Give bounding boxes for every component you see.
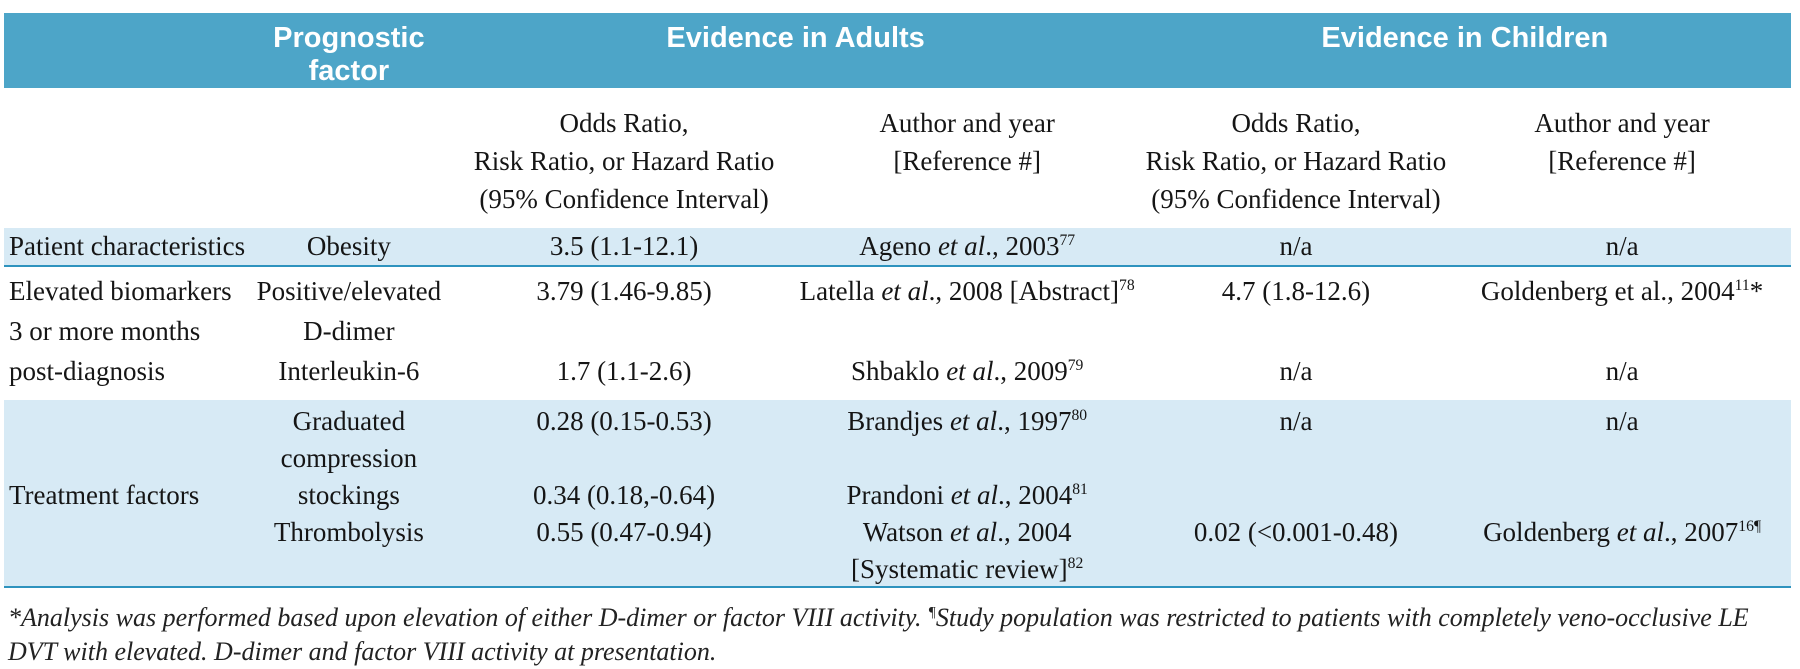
subheader-empty-cell [4,104,245,228]
header-empty-cell [4,22,245,88]
author-adults-cell: Latella et al., 2008 [Abstract]78 [799,276,1135,306]
factor-cell: Thrombolysis [273,517,424,547]
author-children-cell: n/a [1605,406,1639,436]
row-patient-characteristics: Patient characteristics Obesity 3.5 (1.1… [4,228,1791,267]
table-line: post-diagnosis Interleukin-6 1.7 (1.1-2.… [4,351,1791,391]
author-heading-line: [Reference #] [893,146,1041,176]
empty-cell [1453,477,1791,514]
table-line: Graduated 0.28 (0.15-0.53) Brandjes et a… [4,403,1791,440]
or-children-cell: 4.7 (1.8-12.6) [1221,276,1371,306]
author-children-cell: n/a [1605,356,1639,386]
row-treatment-factors: Graduated 0.28 (0.15-0.53) Brandjes et a… [4,400,1791,588]
author-children-cell: Goldenberg et al., 200716¶ [1483,517,1762,547]
or-adults-cell: 0.34 (0.18,-0.64) [532,480,716,510]
empty-cell [453,440,796,477]
empty-cell [4,514,245,551]
or-children-cell: 0.02 (<0.001-0.48) [1193,517,1399,547]
ratio-heading-line: Risk Ratio, or Hazard Ratio [1145,146,1447,176]
factor-cell: compression [280,443,418,473]
table-line: Treatment factors stockings 0.34 (0.18,-… [4,477,1791,514]
table-header-band: Prognostic factor Evidence in Adults Evi… [4,13,1791,88]
author-adults-cell: Watson et al., 2004 [862,517,1072,547]
factor-cell: stockings [297,480,400,510]
empty-cell [1139,440,1454,477]
header-evidence-children: Evidence in Children [1321,22,1609,54]
header-prognostic-line2: factor [308,55,390,87]
empty-cell [796,311,1139,351]
column-subheader-band: Odds Ratio, Risk Ratio, or Hazard Ratio … [4,88,1791,228]
prognostic-factors-table: Prognostic factor Evidence in Adults Evi… [4,13,1791,588]
empty-cell [1453,311,1791,351]
subheader-author-children: Author and year [Reference #] [1453,104,1791,228]
empty-cell [4,440,245,477]
table-line: Thrombolysis 0.55 (0.47-0.94) Watson et … [4,514,1791,551]
ratio-heading-line: Odds Ratio, [559,108,689,138]
ratio-heading-line: (95% Confidence Interval) [1151,184,1441,214]
author-adults-cell: Brandjes et al., 199780 [847,406,1088,436]
header-evidence-adults: Evidence in Adults [666,22,925,54]
row-elevated-biomarkers: Elevated biomarkers Positive/elevated 3.… [4,267,1791,400]
row-group-label: 3 or more months [9,316,201,346]
header-prognostic-line1: Prognostic [273,22,425,54]
factor-cell: Obesity [306,231,391,261]
factor-cell: Graduated [292,406,406,436]
factor-cell: Interleukin-6 [278,356,420,386]
empty-cell [796,440,1139,477]
empty-cell [4,403,245,440]
or-adults-cell: 3.79 (1.46-9.85) [536,276,712,306]
subheader-ratio-adults: Odds Ratio, Risk Ratio, or Hazard Ratio … [453,104,796,228]
or-children-cell: n/a [1279,406,1313,436]
empty-cell [1139,477,1454,514]
factor-cell: Positive/elevated [256,276,442,306]
table-line: compression [4,440,1791,477]
factor-cell: D-dimer [303,316,395,346]
empty-cell [1139,311,1454,351]
or-adults-cell: 0.28 (0.15-0.53) [536,406,712,436]
empty-cell [1139,551,1454,588]
table-line: Elevated biomarkers Positive/elevated 3.… [4,271,1791,311]
empty-cell [245,551,452,588]
empty-cell [4,551,245,588]
row-group-label: Treatment factors [9,480,200,510]
row-group-label: Patient characteristics [9,231,246,261]
or-adults-cell: 3.5 (1.1-12.1) [549,231,699,261]
ratio-heading-line: Odds Ratio, [1231,108,1361,138]
author-adults-cell: [Systematic review]82 [850,554,1084,584]
author-children-cell: n/a [1605,231,1639,261]
table-line: [Systematic review]82 [4,551,1791,588]
author-heading-line: [Reference #] [1548,146,1696,176]
subheader-empty-cell [245,104,452,228]
or-children-cell: n/a [1279,356,1313,386]
empty-cell [453,311,796,351]
empty-cell [1453,551,1791,588]
subheader-author-adults: Author and year [Reference #] [796,104,1139,228]
row-group-label: Elevated biomarkers [9,276,232,306]
author-adults-cell: Ageno et al., 200377 [859,231,1076,261]
empty-cell [1453,440,1791,477]
or-adults-cell: 1.7 (1.1-2.6) [556,356,692,386]
header-prognostic-factor: Prognostic factor [245,22,452,88]
author-children-cell: Goldenberg et al., 200411* [1480,276,1764,306]
or-adults-cell: 0.55 (0.47-0.94) [536,517,712,547]
subheader-ratio-children: Odds Ratio, Risk Ratio, or Hazard Ratio … [1139,104,1454,228]
author-adults-cell: Prandoni et al., 200481 [846,480,1088,510]
ratio-heading-line: Risk Ratio, or Hazard Ratio [473,146,775,176]
author-heading-line: Author and year [1534,108,1710,138]
table-line: 3 or more months D-dimer [4,311,1791,351]
empty-cell [453,551,796,588]
author-adults-cell: Shbaklo et al., 200979 [850,356,1084,386]
table-footnote: *Analysis was performed based upon eleva… [8,603,1749,666]
ratio-heading-line: (95% Confidence Interval) [479,184,769,214]
row-group-label: post-diagnosis [9,356,166,386]
or-children-cell: n/a [1279,231,1313,261]
author-heading-line: Author and year [879,108,1055,138]
